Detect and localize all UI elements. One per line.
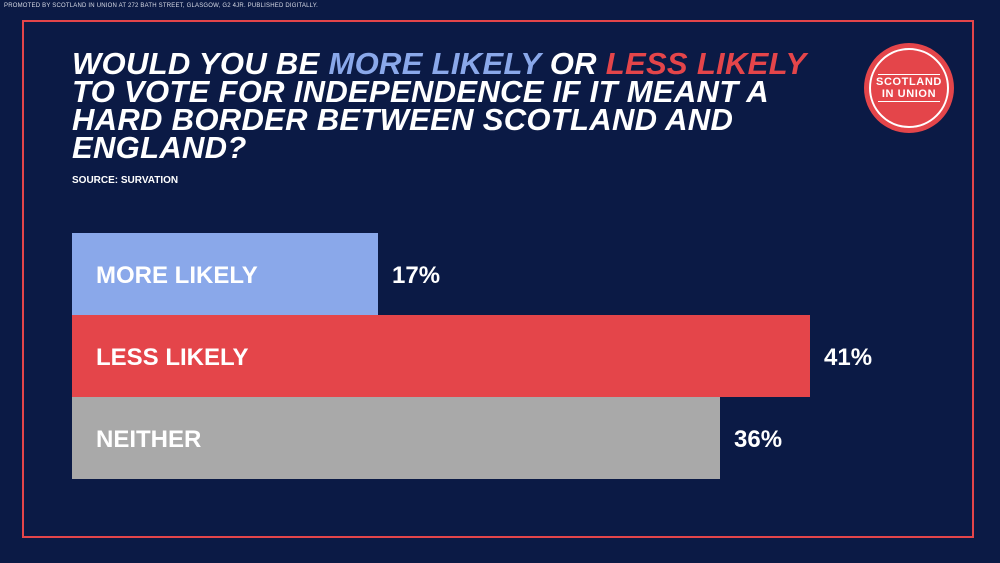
title-part-2: or [540, 46, 606, 81]
logo-ring [869, 48, 949, 128]
bar-label-neither: NEITHER [96, 426, 201, 453]
value-label-neither: 36% [734, 426, 782, 453]
source-label: SOURCE: SURVATION [72, 175, 179, 186]
title-highlight-more-likely: more likely [328, 46, 541, 81]
bar-neither [72, 397, 720, 479]
logo-rule-bottom [877, 101, 940, 102]
title-part-1: Would you be [72, 46, 329, 81]
bar-label-more-likely: MORE LIKELY [96, 262, 258, 289]
bar-more-likely [72, 233, 378, 315]
logo-rule-top [877, 74, 940, 75]
imprint-text: PROMOTED BY SCOTLAND IN UNION AT 272 BAT… [4, 3, 319, 9]
title-highlight-less-likely: less likely [605, 46, 806, 81]
title-part-3: to vote for independence if it meant a h… [72, 74, 768, 165]
value-label-less-likely: 41% [824, 344, 872, 371]
logo-text: SCOTLAND IN UNION [876, 73, 942, 103]
bar-less-likely [72, 315, 810, 397]
value-label-more-likely: 17% [392, 262, 440, 289]
logo-line-2: IN UNION [881, 88, 937, 100]
bar-label-less-likely: LESS LIKELY [96, 344, 248, 371]
border-frame [22, 20, 974, 538]
scotland-in-union-logo: SCOTLAND IN UNION [864, 43, 954, 133]
chart-title: Would you be more likely or less likely … [72, 48, 852, 165]
logo-line-1: SCOTLAND [876, 76, 942, 88]
